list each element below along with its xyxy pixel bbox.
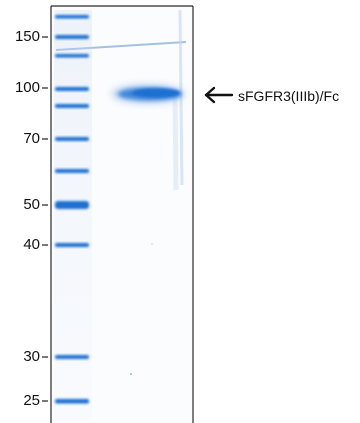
sample-lane-streak [172, 94, 179, 191]
band-label: sFGFR3(IIIb)/Fc [238, 88, 340, 104]
mw-ticks [42, 36, 48, 402]
ladder-band [55, 15, 89, 19]
marker-lane-smear [54, 10, 92, 420]
mw-label-70: 70 [23, 130, 40, 147]
ladder-band [55, 137, 89, 141]
ladder-band [55, 87, 89, 91]
arrow-icon [204, 86, 234, 104]
ladder-band [55, 399, 89, 404]
ladder-band [55, 104, 89, 108]
gel-speck [151, 243, 153, 245]
ladder-band [55, 201, 89, 209]
mw-label-30: 30 [23, 348, 40, 365]
ladder-band [55, 243, 89, 247]
ladder-band [55, 355, 89, 359]
ladder-band [55, 54, 89, 58]
mw-label-40: 40 [23, 236, 40, 253]
mw-label-50: 50 [23, 196, 40, 213]
sample-band [112, 85, 184, 103]
mw-label-100: 100 [14, 79, 40, 96]
ladder-band [55, 169, 89, 173]
marker-ladder [55, 15, 89, 404]
mw-label-25: 25 [23, 392, 40, 409]
gel-speck [130, 373, 132, 375]
mw-label-150: 150 [14, 28, 40, 45]
ladder-band [55, 35, 89, 39]
